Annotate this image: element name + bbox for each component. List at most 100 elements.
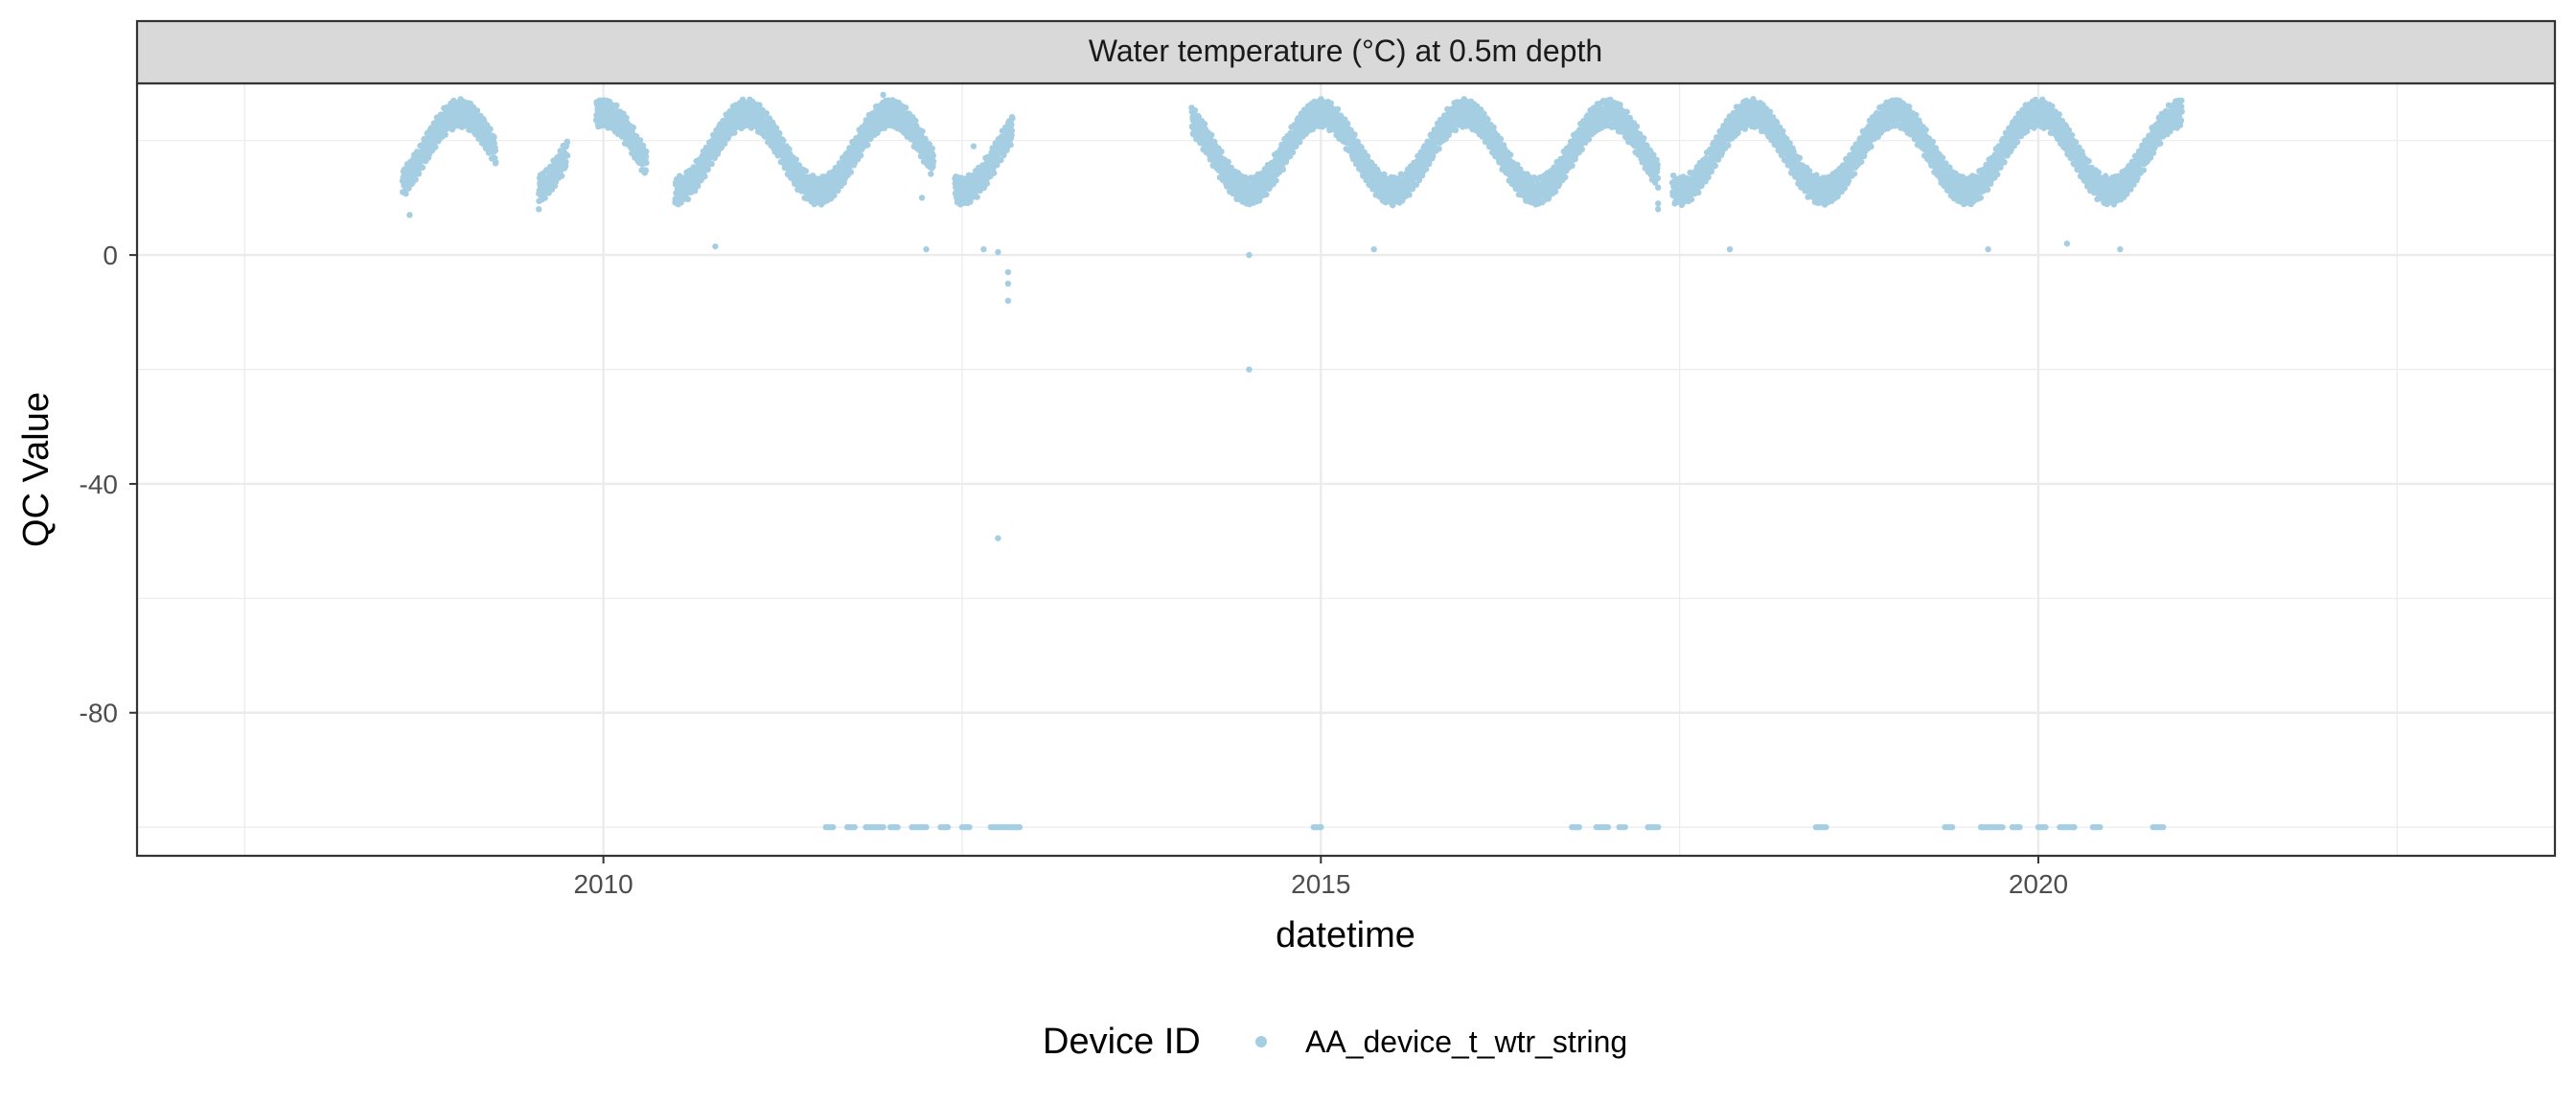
data-point — [442, 131, 448, 138]
data-point — [983, 180, 991, 187]
data-point — [1191, 107, 1199, 114]
data-point — [780, 137, 787, 144]
data-point — [1007, 141, 1014, 149]
data-point — [756, 102, 763, 108]
data-point — [419, 164, 426, 171]
data-point — [731, 129, 738, 136]
data-point — [1297, 139, 1303, 146]
data-point — [864, 142, 871, 149]
data-point — [432, 144, 439, 150]
data-point — [1218, 149, 1225, 155]
data-point — [1009, 115, 1016, 122]
data-point — [684, 196, 692, 202]
data-point — [642, 167, 649, 174]
data-point — [722, 140, 728, 147]
data-point — [564, 138, 571, 145]
data-point — [708, 160, 715, 168]
data-point — [928, 171, 934, 177]
data-point — [1655, 184, 1662, 191]
data-point — [1008, 122, 1015, 128]
data-point — [974, 194, 980, 200]
data-point — [473, 107, 481, 114]
data-point — [902, 104, 909, 111]
data-point — [1552, 188, 1559, 196]
data-point — [412, 176, 419, 183]
data-point — [1430, 152, 1437, 160]
data-point — [776, 129, 783, 137]
data-point — [793, 156, 799, 163]
data-point — [1868, 143, 1874, 150]
data-point — [1766, 108, 1774, 115]
data-point — [847, 169, 855, 175]
data-point — [636, 137, 644, 144]
data-point — [763, 109, 770, 117]
data-point — [493, 158, 499, 166]
data-point — [692, 188, 699, 195]
data-point — [492, 147, 498, 154]
data-point — [1422, 166, 1430, 172]
data-point — [630, 125, 636, 131]
data-point — [802, 168, 810, 174]
data-point — [1279, 166, 1287, 173]
data-point — [1688, 196, 1695, 203]
data-point — [1436, 146, 1442, 152]
data-point — [1273, 177, 1279, 184]
grid-layer — [137, 83, 2555, 856]
points-layer — [399, 91, 2185, 831]
data-point — [1623, 108, 1630, 115]
data-point — [1851, 171, 1858, 177]
data-point — [402, 190, 409, 197]
data-point — [1351, 131, 1358, 138]
data-point — [623, 114, 630, 122]
data-point — [1507, 151, 1514, 158]
data-point — [1695, 189, 1702, 196]
data-point — [564, 152, 571, 159]
data-point — [1654, 161, 1661, 169]
data-point — [415, 171, 423, 177]
data-point — [786, 146, 793, 152]
data-point — [1569, 162, 1576, 170]
data-point — [1201, 121, 1208, 127]
data-point — [1725, 142, 1732, 149]
data-point — [1225, 158, 1231, 166]
data-point — [1484, 116, 1491, 123]
data-point — [487, 126, 494, 132]
data-point — [1796, 154, 1804, 161]
data-point — [643, 148, 650, 155]
data-point — [858, 152, 864, 159]
data-point — [919, 127, 926, 135]
data-point — [563, 158, 569, 166]
data-point — [930, 152, 936, 159]
data-point — [491, 133, 497, 141]
data-point — [1562, 173, 1569, 181]
data-point — [1641, 134, 1647, 142]
data-point — [929, 145, 935, 152]
data-point — [1452, 126, 1460, 133]
data-point — [702, 172, 708, 180]
data-point — [1858, 158, 1865, 165]
data-point — [1780, 127, 1786, 135]
data-point — [1490, 124, 1497, 131]
data-point — [642, 153, 650, 160]
data-point — [831, 192, 838, 199]
data-point — [541, 195, 548, 201]
data-point — [930, 158, 937, 165]
data-point — [1208, 131, 1215, 139]
data-point — [1334, 105, 1342, 113]
data-point — [1263, 191, 1270, 198]
data-point — [1497, 135, 1505, 143]
data-point — [1406, 192, 1413, 198]
data-point — [1712, 162, 1719, 170]
data-point — [559, 172, 565, 179]
data-point — [613, 102, 620, 109]
data-point — [1654, 174, 1662, 182]
data-point — [912, 117, 919, 125]
data-point — [1008, 126, 1016, 134]
data-point — [991, 170, 998, 176]
data-point — [1578, 146, 1586, 153]
data-point — [772, 125, 780, 131]
data-point — [1426, 160, 1433, 168]
data-point — [704, 166, 711, 173]
data-point — [1633, 123, 1641, 130]
